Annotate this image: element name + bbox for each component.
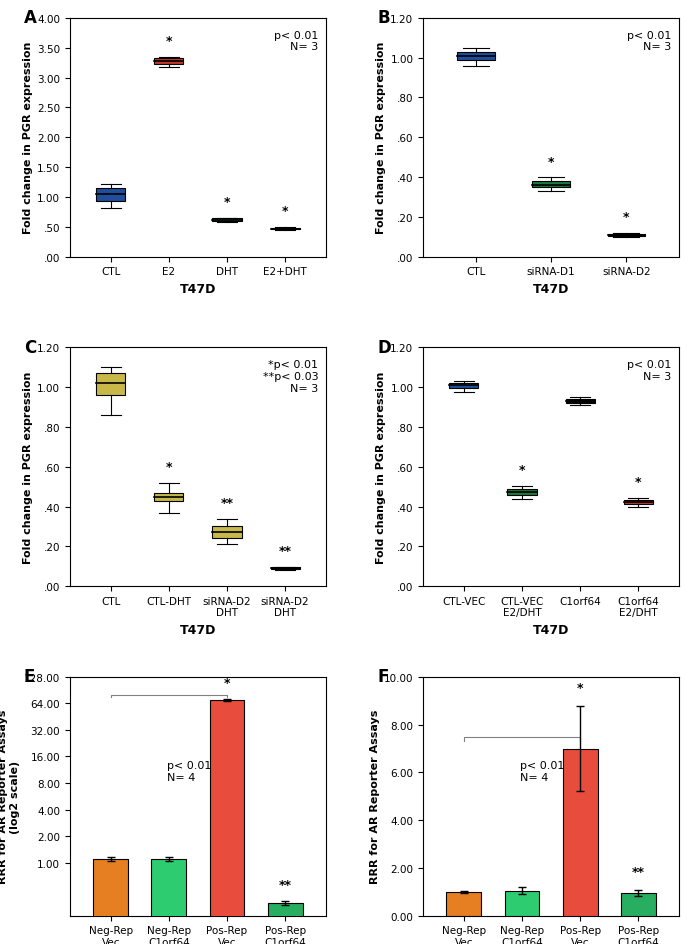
Text: F: F xyxy=(377,667,388,685)
FancyBboxPatch shape xyxy=(566,399,595,404)
Text: *p< 0.01
**p< 0.03
N= 3: *p< 0.01 **p< 0.03 N= 3 xyxy=(262,360,318,393)
Text: p< 0.01
N= 4: p< 0.01 N= 4 xyxy=(167,761,211,783)
Bar xyxy=(267,902,302,944)
FancyBboxPatch shape xyxy=(271,567,300,569)
Text: *: * xyxy=(282,205,288,218)
Y-axis label: RRR for AR Reporter Assays
(log2 scale): RRR for AR Reporter Assays (log2 scale) xyxy=(0,709,20,884)
FancyBboxPatch shape xyxy=(213,219,241,222)
FancyBboxPatch shape xyxy=(271,228,300,230)
Y-axis label: RRR for AR Reporter Assays: RRR for AR Reporter Assays xyxy=(370,709,379,884)
FancyBboxPatch shape xyxy=(624,500,653,504)
Text: **: ** xyxy=(279,878,292,890)
X-axis label: T47D: T47D xyxy=(533,623,569,636)
FancyBboxPatch shape xyxy=(532,182,570,188)
Y-axis label: Fold change in PGR expression: Fold change in PGR expression xyxy=(23,42,33,234)
Bar xyxy=(563,749,598,916)
Text: C: C xyxy=(24,339,36,357)
FancyBboxPatch shape xyxy=(508,489,536,495)
Text: E: E xyxy=(24,667,35,685)
Text: *: * xyxy=(635,476,641,489)
FancyBboxPatch shape xyxy=(449,384,478,389)
Text: **: ** xyxy=(279,545,292,558)
FancyBboxPatch shape xyxy=(96,189,125,202)
Bar xyxy=(621,893,656,916)
Bar xyxy=(505,890,540,916)
Text: *: * xyxy=(577,681,583,694)
Text: *: * xyxy=(166,35,172,48)
Text: *: * xyxy=(623,211,629,224)
X-axis label: T47D: T47D xyxy=(180,623,216,636)
Y-axis label: Fold change in PGR expression: Fold change in PGR expression xyxy=(23,371,33,564)
Text: *: * xyxy=(166,461,172,474)
Bar xyxy=(209,700,244,944)
Text: **: ** xyxy=(220,497,234,510)
Text: D: D xyxy=(377,339,391,357)
X-axis label: T47D: T47D xyxy=(533,282,569,295)
FancyBboxPatch shape xyxy=(608,234,645,237)
Text: p< 0.01
N= 3: p< 0.01 N= 3 xyxy=(274,31,318,52)
FancyBboxPatch shape xyxy=(154,493,183,501)
Text: **: ** xyxy=(632,866,645,878)
Bar xyxy=(447,892,482,916)
Bar xyxy=(93,859,128,944)
Text: *: * xyxy=(548,156,554,168)
Text: *: * xyxy=(224,677,230,689)
FancyBboxPatch shape xyxy=(154,59,183,65)
Text: B: B xyxy=(377,9,390,27)
Text: A: A xyxy=(24,9,37,27)
Text: *: * xyxy=(519,464,525,477)
X-axis label: T47D: T47D xyxy=(180,282,216,295)
FancyBboxPatch shape xyxy=(457,53,495,60)
FancyBboxPatch shape xyxy=(213,527,241,539)
Y-axis label: Fold change in PGR expression: Fold change in PGR expression xyxy=(376,42,386,234)
Text: *: * xyxy=(224,196,230,209)
Y-axis label: Fold change in PGR expression: Fold change in PGR expression xyxy=(376,371,386,564)
Text: p< 0.01
N= 3: p< 0.01 N= 3 xyxy=(627,31,671,52)
Text: p< 0.01
N= 3: p< 0.01 N= 3 xyxy=(627,360,671,381)
Bar xyxy=(151,859,186,944)
Text: p< 0.01
N= 4: p< 0.01 N= 4 xyxy=(520,761,565,783)
FancyBboxPatch shape xyxy=(96,374,125,396)
